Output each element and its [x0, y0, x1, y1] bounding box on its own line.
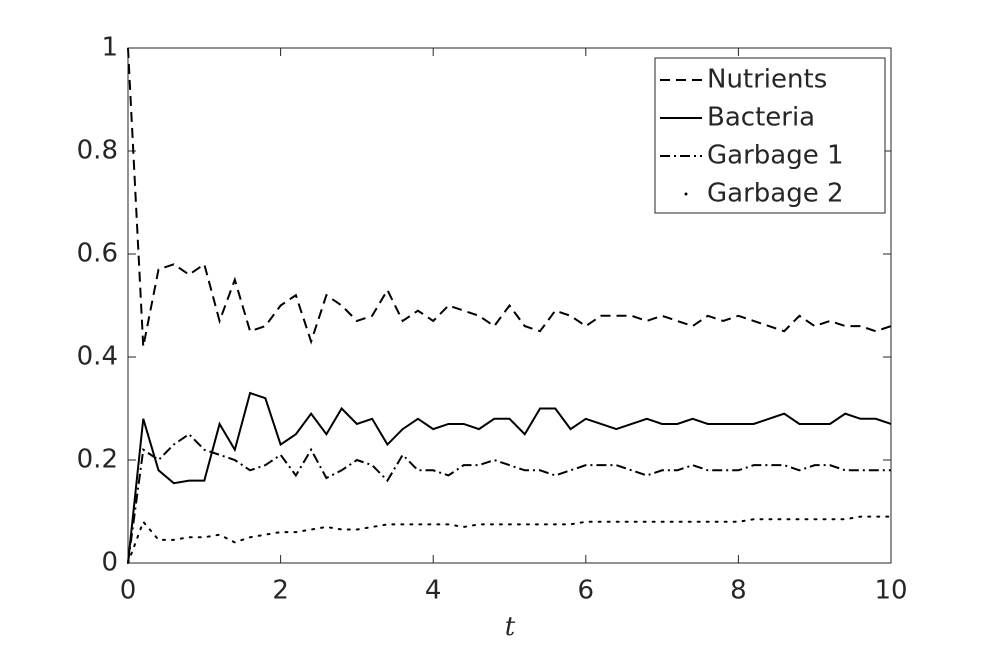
plot-area — [127, 47, 892, 564]
legend-label: Garbage 1 — [707, 141, 844, 171]
series-line — [127, 391, 892, 564]
legend-label: Nutrients — [707, 65, 827, 95]
legend-label: Bacteria — [707, 103, 815, 133]
y-tick-label: 0.2 — [77, 445, 118, 475]
y-tick-label: 0.8 — [77, 136, 118, 166]
x-tick-label: 8 — [730, 576, 747, 606]
x-tick-label: 10 — [874, 576, 907, 606]
legend-swatch — [684, 192, 688, 196]
legend-label: Garbage 2 — [707, 179, 844, 209]
x-tick-label: 6 — [578, 576, 595, 606]
x-axis-label: t — [505, 612, 516, 642]
x-tick-label: 4 — [425, 576, 442, 606]
y-tick-label: 0.6 — [77, 239, 118, 269]
series-line — [127, 432, 891, 564]
x-tick-label: 2 — [272, 576, 289, 606]
x-tick-label: 0 — [120, 576, 137, 606]
y-tick-label: 1 — [101, 33, 118, 63]
legend-box — [654, 57, 886, 214]
y-tick-label: 0.4 — [77, 342, 118, 372]
y-tick-label: 0 — [101, 548, 118, 578]
series-line — [127, 47, 892, 347]
series-line — [127, 515, 892, 564]
